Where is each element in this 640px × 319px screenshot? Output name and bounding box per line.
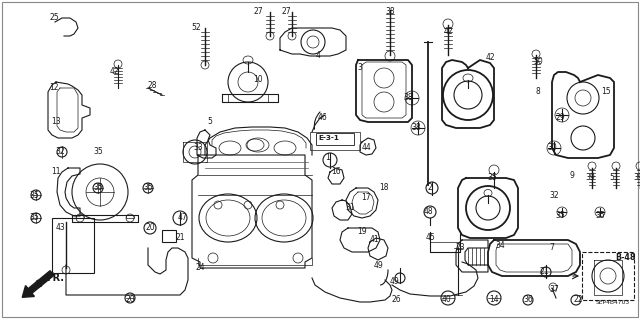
Text: 39: 39 [585, 174, 595, 182]
Text: 36: 36 [523, 295, 533, 305]
Text: 7: 7 [550, 243, 554, 253]
Text: 44: 44 [362, 144, 372, 152]
Text: SEP4B4703: SEP4B4703 [596, 300, 630, 305]
Text: 28: 28 [147, 80, 157, 90]
Text: 42: 42 [109, 68, 119, 77]
Text: 4: 4 [316, 50, 321, 60]
Text: 37: 37 [549, 286, 559, 294]
Text: 52: 52 [191, 24, 201, 33]
Text: 46: 46 [318, 114, 328, 122]
Text: 35: 35 [29, 190, 39, 199]
Text: 11: 11 [51, 167, 61, 176]
Text: 19: 19 [357, 227, 367, 236]
Bar [310, 132, 360, 150]
Text: 25: 25 [49, 13, 59, 23]
Text: 3: 3 [358, 63, 362, 72]
Text: 17: 17 [361, 194, 371, 203]
Text: 42: 42 [443, 27, 453, 36]
Text: 10: 10 [253, 76, 263, 85]
Text: 29: 29 [555, 114, 565, 122]
Text: 51: 51 [609, 174, 619, 182]
Text: 48: 48 [423, 207, 433, 217]
Text: 35: 35 [93, 183, 103, 192]
Bar [582, 252, 634, 300]
Text: 34: 34 [495, 241, 505, 249]
Text: 27: 27 [281, 8, 291, 17]
Text: 2: 2 [428, 183, 433, 192]
Text: 35: 35 [93, 147, 103, 157]
Text: 21: 21 [175, 234, 185, 242]
Text: 26: 26 [391, 295, 401, 305]
Text: 23: 23 [455, 243, 465, 253]
Text: 18: 18 [380, 183, 388, 192]
Text: 22: 22 [573, 295, 583, 305]
Text: FR.: FR. [46, 273, 64, 283]
Text: 12: 12 [49, 84, 59, 93]
Text: 47: 47 [177, 213, 187, 222]
Text: 33: 33 [193, 144, 203, 152]
Text: 45: 45 [425, 234, 435, 242]
Text: 50: 50 [533, 57, 543, 66]
Bar [316, 133, 354, 145]
Text: 38: 38 [411, 123, 421, 132]
FancyArrow shape [22, 271, 54, 297]
Text: 24: 24 [195, 263, 205, 272]
Text: 9: 9 [570, 170, 575, 180]
Text: 8: 8 [536, 87, 540, 97]
Text: 27: 27 [253, 8, 263, 17]
Text: 35: 35 [487, 174, 497, 182]
Text: 41: 41 [369, 235, 379, 244]
Text: 16: 16 [331, 167, 341, 176]
Text: 20: 20 [145, 224, 155, 233]
Text: 35: 35 [143, 183, 153, 192]
Text: 39: 39 [633, 174, 640, 182]
Text: E-3-1: E-3-1 [318, 135, 339, 141]
Text: 42: 42 [485, 54, 495, 63]
Text: 5: 5 [207, 117, 212, 127]
Text: 49: 49 [390, 278, 400, 286]
Text: 20: 20 [125, 295, 135, 305]
Text: 1: 1 [326, 153, 330, 162]
Text: 14: 14 [489, 295, 499, 305]
Text: 43: 43 [55, 224, 65, 233]
Text: 15: 15 [601, 87, 611, 97]
Bar [162, 230, 176, 242]
Text: 38: 38 [403, 93, 413, 102]
Text: 40: 40 [441, 295, 451, 305]
Text: 35: 35 [555, 211, 565, 219]
Text: 21: 21 [540, 268, 548, 277]
Text: 38: 38 [385, 8, 395, 17]
Text: B-48: B-48 [615, 254, 636, 263]
Text: 30: 30 [547, 144, 557, 152]
Text: 35: 35 [595, 211, 605, 219]
Text: 35: 35 [29, 213, 39, 222]
Text: 32: 32 [55, 147, 65, 157]
Text: 31: 31 [345, 204, 355, 212]
Bar [52, 218, 94, 273]
Text: 32: 32 [549, 190, 559, 199]
Text: 49: 49 [373, 261, 383, 270]
Text: 13: 13 [51, 117, 61, 127]
